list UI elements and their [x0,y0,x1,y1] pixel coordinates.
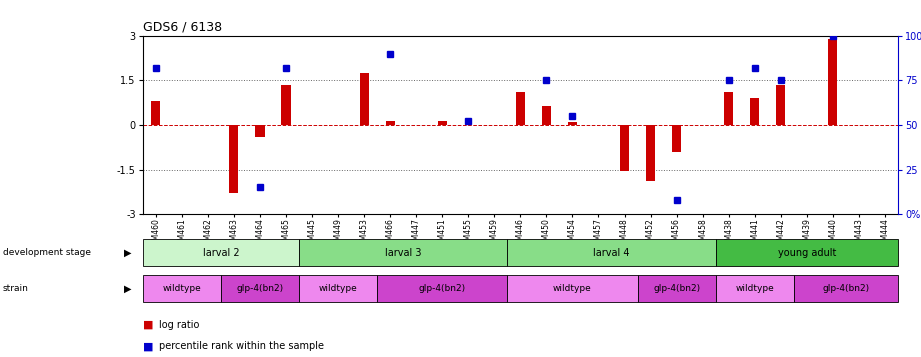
Bar [828,39,837,125]
Bar [377,275,507,302]
Bar [151,101,160,125]
Text: percentile rank within the sample: percentile rank within the sample [159,341,324,351]
Bar [255,125,264,137]
Bar [359,73,368,125]
Bar [716,275,794,302]
Bar [143,275,221,302]
Text: young adult: young adult [777,247,836,258]
Text: ▶: ▶ [124,247,132,258]
Bar [221,275,299,302]
Text: GDS6 / 6138: GDS6 / 6138 [143,20,222,33]
Bar [776,85,786,125]
Text: ■: ■ [143,341,153,351]
Bar [143,239,299,266]
Bar [568,122,577,125]
Bar [716,239,898,266]
Bar [637,275,716,302]
Bar [282,85,290,125]
Bar [516,92,525,125]
Text: glp-4(bn2): glp-4(bn2) [237,284,284,293]
Text: glp-4(bn2): glp-4(bn2) [822,284,869,293]
Text: wildtype: wildtype [319,284,357,293]
Text: wildtype: wildtype [162,284,201,293]
Bar [386,121,395,125]
Text: development stage: development stage [3,248,91,257]
Text: log ratio: log ratio [159,320,200,330]
Text: larval 3: larval 3 [385,247,422,258]
Bar [794,275,898,302]
Bar [620,125,629,171]
Bar [646,125,655,181]
Bar [542,106,551,125]
Text: larval 4: larval 4 [593,247,630,258]
Bar [299,275,377,302]
Bar [751,98,759,125]
Bar [299,239,507,266]
Bar [507,239,716,266]
Text: glp-4(bn2): glp-4(bn2) [419,284,466,293]
Bar [507,275,637,302]
Text: wildtype: wildtype [735,284,775,293]
Text: wildtype: wildtype [554,284,592,293]
Text: strain: strain [3,284,29,293]
Bar [672,125,682,152]
Bar [229,125,239,193]
Text: glp-4(bn2): glp-4(bn2) [653,284,700,293]
Bar [724,92,733,125]
Text: larval 2: larval 2 [203,247,239,258]
Text: ▶: ▶ [124,283,132,293]
Text: ■: ■ [143,320,153,330]
Bar [437,121,447,125]
